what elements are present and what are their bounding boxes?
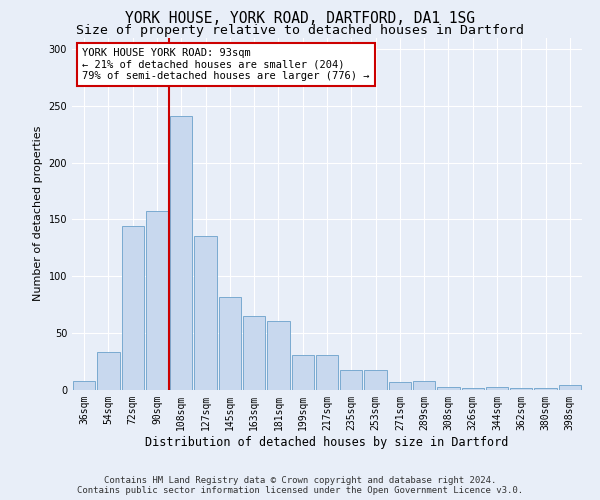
Bar [170, 116, 193, 390]
Bar [510, 388, 532, 390]
Bar [194, 236, 217, 390]
Text: Contains HM Land Registry data © Crown copyright and database right 2024.
Contai: Contains HM Land Registry data © Crown c… [77, 476, 523, 495]
Bar [243, 316, 265, 390]
Bar [389, 382, 411, 390]
Bar [437, 386, 460, 390]
Bar [97, 352, 119, 390]
Text: YORK HOUSE YORK ROAD: 93sqm
← 21% of detached houses are smaller (204)
79% of se: YORK HOUSE YORK ROAD: 93sqm ← 21% of det… [82, 48, 370, 82]
Bar [340, 370, 362, 390]
Bar [73, 381, 95, 390]
Bar [316, 355, 338, 390]
Text: Size of property relative to detached houses in Dartford: Size of property relative to detached ho… [76, 24, 524, 37]
Bar [559, 386, 581, 390]
Bar [122, 226, 144, 390]
Bar [218, 297, 241, 390]
Text: YORK HOUSE, YORK ROAD, DARTFORD, DA1 1SG: YORK HOUSE, YORK ROAD, DARTFORD, DA1 1SG [125, 11, 475, 26]
Bar [146, 212, 168, 390]
Bar [267, 320, 290, 390]
Bar [413, 381, 436, 390]
Bar [364, 370, 387, 390]
X-axis label: Distribution of detached houses by size in Dartford: Distribution of detached houses by size … [145, 436, 509, 448]
Bar [486, 386, 508, 390]
Bar [461, 388, 484, 390]
Bar [535, 388, 557, 390]
Y-axis label: Number of detached properties: Number of detached properties [33, 126, 43, 302]
Bar [292, 355, 314, 390]
